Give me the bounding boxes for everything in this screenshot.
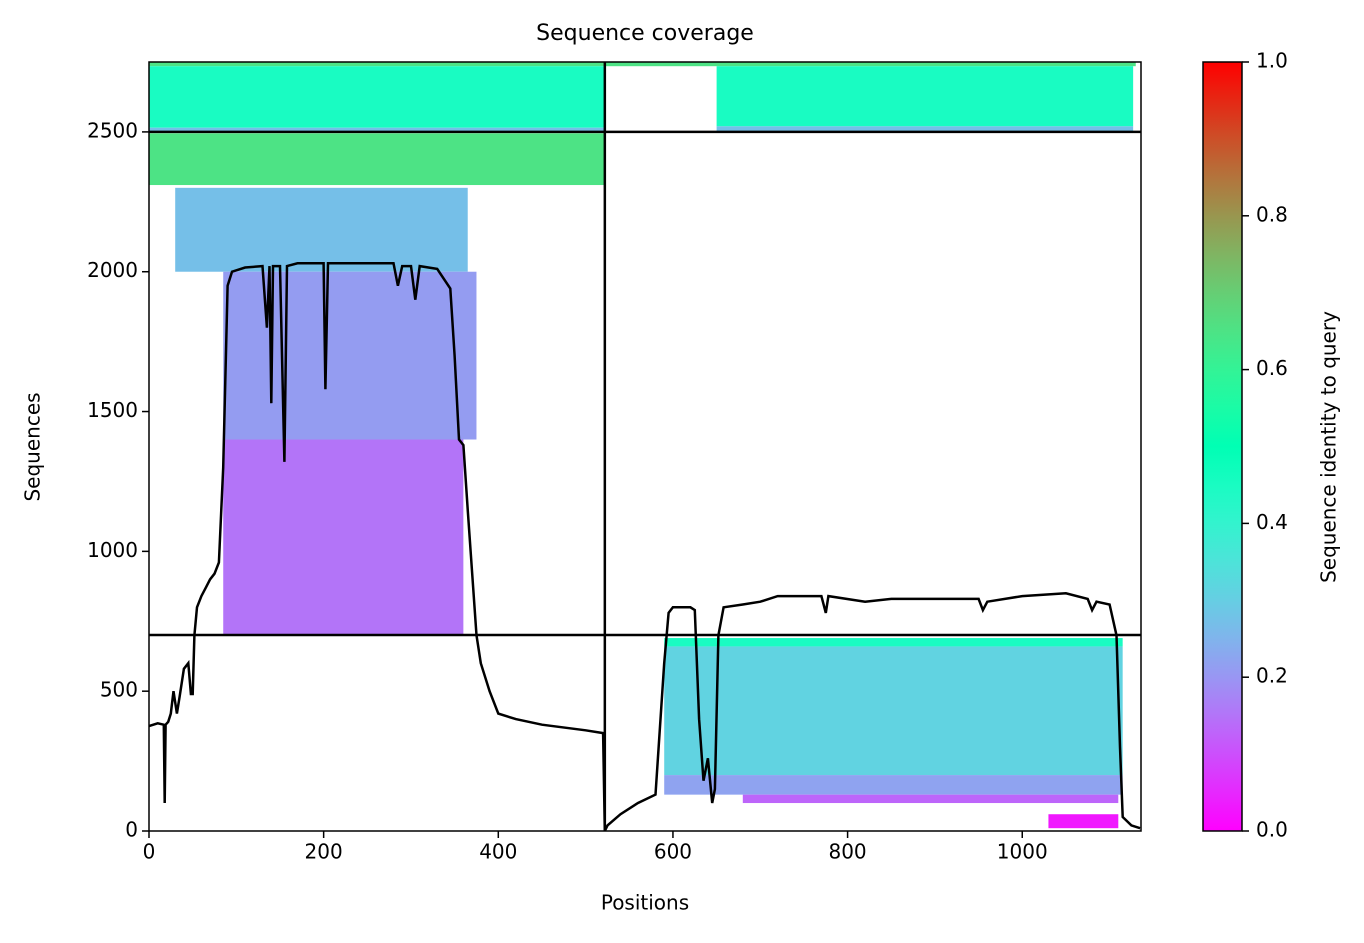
y-tick-label: 500 <box>100 678 138 702</box>
x-tick-label: 600 <box>654 840 692 864</box>
coverage-block <box>664 638 1123 647</box>
colorbar-label: Sequence identity to query <box>1317 311 1341 583</box>
x-tick-label: 400 <box>479 840 517 864</box>
coverage-block <box>223 271 477 440</box>
plot-frame <box>148 61 1142 832</box>
coverage-block <box>742 794 1119 804</box>
colorbar-tick-label: 0.2 <box>1256 664 1288 688</box>
x-axis-label: Positions <box>601 891 689 915</box>
colorbar-tick-label: 0.4 <box>1256 510 1288 534</box>
coverage-block <box>149 66 605 128</box>
coverage-block <box>149 62 605 67</box>
chart-title: Sequence coverage <box>536 21 754 46</box>
x-tick-label: 1000 <box>997 840 1048 864</box>
coverage-block <box>716 126 1134 132</box>
coverage-block <box>175 187 468 272</box>
coverage-block <box>1048 814 1119 829</box>
coverage-block <box>149 133 605 186</box>
colorbar <box>1202 61 1243 832</box>
x-tick-label: 800 <box>828 840 866 864</box>
y-tick-label: 2000 <box>87 258 138 282</box>
y-tick-label: 0 <box>125 818 138 842</box>
y-tick-label: 2500 <box>87 118 138 142</box>
colorbar-tick-label: 0.6 <box>1256 356 1288 380</box>
y-tick-label: 1000 <box>87 538 138 562</box>
coverage-block <box>664 775 1123 795</box>
colorbar-tick-label: 0.0 <box>1256 818 1288 842</box>
coverage-block <box>664 646 1123 776</box>
y-tick-label: 1500 <box>87 398 138 422</box>
x-tick-label: 200 <box>305 840 343 864</box>
coverage-block <box>149 127 605 132</box>
coverage-block <box>716 66 1134 127</box>
coverage-line <box>148 262 1141 832</box>
colorbar-tick-label: 0.8 <box>1256 202 1288 226</box>
coverage-block <box>604 62 1136 67</box>
coverage-block <box>223 439 464 636</box>
colorbar-tick-label: 1.0 <box>1256 49 1288 73</box>
x-tick-label: 0 <box>143 840 156 864</box>
y-axis-label: Sequences <box>21 392 45 501</box>
